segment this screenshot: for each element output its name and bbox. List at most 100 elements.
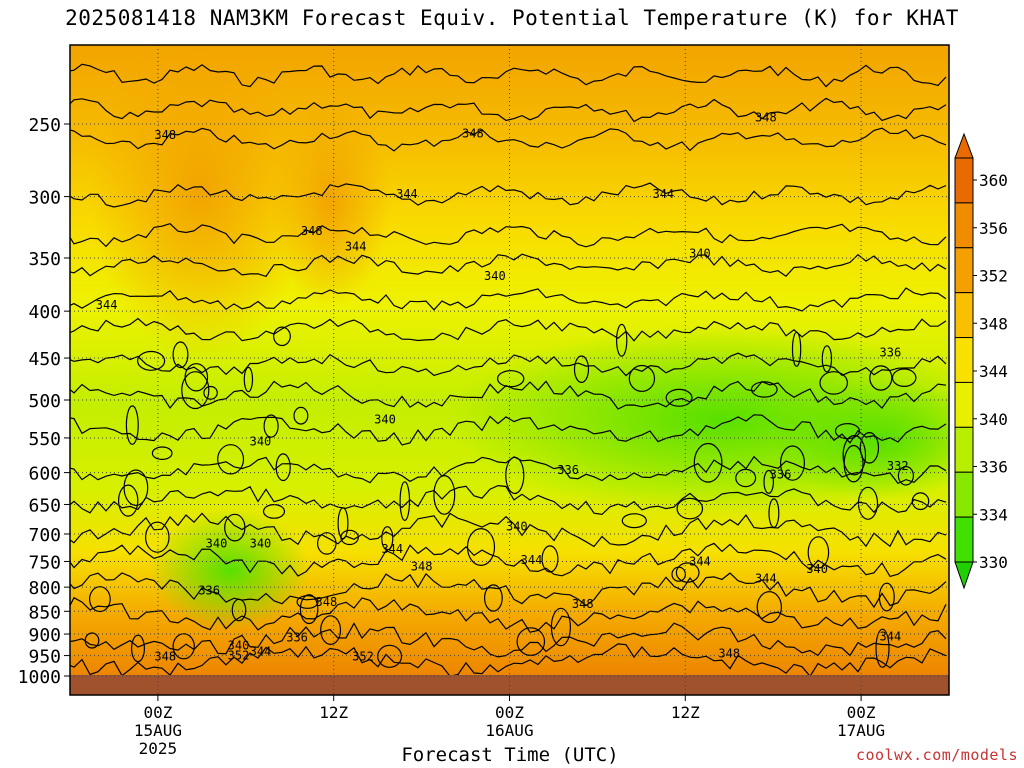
colorbar: 360 356 352 348 344 340 336 334 330	[954, 132, 1008, 590]
x-tick-label: 16AUG	[485, 721, 533, 740]
y-tick-label: 650	[28, 495, 61, 516]
colorbar-label: 334	[979, 505, 1008, 524]
contour-label: 348	[572, 597, 594, 611]
contour-label: 348	[316, 595, 338, 609]
contour-loop	[203, 385, 218, 400]
contour-loop	[616, 323, 628, 357]
x-tick-label: 15AUG	[134, 721, 182, 740]
colorbar-label: 348	[979, 314, 1008, 333]
contour-label: 348	[301, 224, 323, 238]
contour-loop	[151, 446, 173, 460]
contour-loop	[316, 532, 337, 555]
contour-loop	[843, 444, 864, 483]
colorbar-top-arrow	[954, 132, 974, 159]
contour-line	[70, 596, 947, 633]
contour-line	[70, 223, 947, 248]
colorbar-segment	[954, 202, 974, 249]
x-tick-label: 00Z	[143, 703, 172, 722]
y-tick-label: 250	[28, 115, 61, 136]
contour-label: 348	[718, 646, 740, 660]
contour-label: 340	[374, 412, 396, 426]
contour-loop	[172, 633, 195, 660]
contour-loop	[497, 370, 525, 388]
contour-loop	[756, 591, 783, 624]
contour-label: 336	[770, 468, 792, 482]
contour-loop	[273, 326, 291, 347]
contour-loop	[550, 607, 572, 647]
colorbar-label: 344	[979, 362, 1008, 381]
contour-loop	[675, 562, 700, 583]
contour-label: 352	[352, 649, 374, 663]
contour-label: 344	[381, 542, 403, 556]
colorbar-segment	[954, 292, 974, 339]
contour-label: 348	[154, 128, 176, 142]
contour-loop	[834, 423, 861, 440]
contour-loop	[137, 350, 166, 371]
contour-line	[70, 572, 947, 609]
contour-loop	[296, 595, 319, 609]
contour-line	[70, 182, 947, 208]
contour-loop	[735, 468, 757, 488]
colorbar-segment	[954, 157, 974, 204]
contour-label: 340	[206, 537, 228, 551]
y-tick-label: 450	[28, 349, 61, 370]
contour-loop	[123, 469, 149, 507]
y-tick-label: 950	[28, 647, 61, 668]
contour-label: 348	[462, 126, 484, 140]
chart-title: 2025081418 NAM3KM Forecast Equiv. Potent…	[65, 6, 959, 30]
contour-loop	[299, 594, 319, 625]
contour-label: 344	[880, 630, 902, 644]
x-tick-label: 12Z	[319, 703, 348, 722]
contour-label: 348	[755, 111, 777, 125]
colorbar-label: 352	[979, 267, 1008, 286]
x-tick-label: 00Z	[847, 703, 876, 722]
contour-label: 340	[250, 435, 272, 449]
contour-loop	[819, 371, 848, 395]
contour-label: 340	[689, 246, 711, 260]
y-tick-label: 500	[28, 391, 61, 412]
contour-loop	[131, 634, 146, 663]
contour-line	[70, 97, 947, 123]
y-tick-label: 300	[28, 188, 61, 209]
contour-line	[70, 414, 947, 446]
contour-line	[70, 512, 947, 548]
contour-loop	[891, 368, 917, 387]
contour-loop	[869, 365, 893, 391]
colorbar-label: 330	[979, 553, 1008, 572]
contour-loop	[807, 536, 830, 569]
grid	[70, 45, 949, 695]
contour-label: 336	[880, 346, 902, 360]
contour-loop	[377, 644, 403, 668]
contour-loop	[671, 566, 686, 582]
y-tick-label: 1000	[18, 667, 61, 688]
contour-loop	[243, 366, 254, 393]
contour-loop	[84, 632, 100, 649]
contour-loop	[676, 497, 704, 520]
credit-text: coolwx.com/models	[855, 746, 1018, 764]
contour-line	[70, 253, 947, 278]
contour-loop	[628, 364, 656, 392]
contour-label: 344	[652, 187, 674, 201]
contour-line	[70, 63, 947, 88]
contour-loop	[337, 507, 349, 540]
contour-labels: 348 348 348 344 348 344 344 344 340 340 336 340 340 3…	[96, 111, 909, 664]
contour-label: 344	[96, 298, 118, 312]
y-tick-label: 850	[28, 602, 61, 623]
contour-loop	[693, 442, 723, 483]
contour-loop	[911, 492, 930, 511]
contour-loop	[263, 414, 279, 438]
y-axis: 2503003504004505005506006507007508008509…	[18, 115, 70, 688]
colorbar-segment	[954, 337, 974, 383]
colorbar-label: 356	[979, 219, 1008, 238]
contour-loop	[505, 456, 525, 495]
colorbar-segment	[954, 426, 974, 473]
contour-line	[70, 484, 947, 516]
colorbar-label: 336	[979, 458, 1008, 477]
x-tick-label: 2025	[139, 739, 178, 758]
contour-loop	[821, 345, 833, 373]
contour-line	[70, 455, 947, 485]
contour-loop	[573, 355, 590, 383]
contour-label: 344	[755, 572, 777, 586]
